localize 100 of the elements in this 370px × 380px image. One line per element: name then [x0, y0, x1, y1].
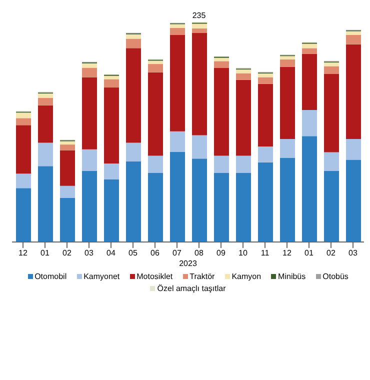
- bar: [170, 152, 185, 242]
- bar: [104, 76, 119, 80]
- legend-label: Kamyonet: [82, 272, 120, 281]
- bar: [302, 48, 317, 54]
- bar: [214, 61, 229, 68]
- bar: [192, 135, 207, 159]
- bar: [170, 24, 185, 28]
- bar: [192, 33, 207, 136]
- bar: [346, 31, 361, 35]
- bar: [324, 62, 339, 66]
- bar: [104, 163, 119, 180]
- bar: [192, 24, 207, 28]
- bar: [126, 142, 141, 162]
- legend-label: Traktör: [188, 272, 215, 281]
- bar: [192, 28, 207, 33]
- bar: [16, 118, 31, 126]
- bar: [148, 60, 163, 64]
- bar: [126, 161, 141, 242]
- bar: [346, 139, 361, 160]
- bar: [16, 112, 31, 118]
- bar: [324, 74, 339, 152]
- bar: [82, 68, 97, 78]
- bar: [280, 158, 295, 242]
- legend-label: Otomobil: [34, 272, 67, 281]
- bar: [126, 48, 141, 143]
- bar: [258, 84, 273, 147]
- bar: [38, 94, 53, 98]
- bar: [346, 160, 361, 242]
- bar: [104, 88, 119, 164]
- bar: [324, 66, 339, 74]
- legend-label: Kamyon: [230, 272, 262, 281]
- bar: [302, 54, 317, 110]
- bar: [38, 166, 53, 242]
- bar: [236, 73, 251, 80]
- x-tick-label: 03: [84, 248, 94, 258]
- bar: [324, 152, 339, 171]
- bar: [38, 98, 53, 106]
- bar: [258, 77, 273, 84]
- bar: [302, 44, 317, 48]
- x-tick-label: 05: [128, 248, 138, 258]
- bar: [192, 158, 207, 242]
- text: 2023: [178, 259, 198, 268]
- bar: [214, 156, 229, 173]
- bar: [258, 73, 273, 78]
- x-tick-label: 02: [326, 248, 336, 258]
- bar: [104, 79, 119, 88]
- bar: [38, 105, 53, 143]
- x-tick-label: 09: [216, 248, 226, 258]
- bar: [280, 66, 295, 140]
- bar: [148, 172, 163, 242]
- x-tick-label: 07: [172, 248, 182, 258]
- bar: [16, 188, 31, 242]
- bar: [324, 170, 339, 242]
- bar: [60, 144, 75, 150]
- bar: [214, 58, 229, 62]
- bar: [148, 156, 163, 173]
- bar: [38, 142, 53, 166]
- legend-label: Motosiklet: [136, 272, 173, 281]
- bar: [214, 172, 229, 242]
- legend-label: Özel amaçlı taşıtlar: [156, 284, 226, 293]
- x-tick-label: 06: [150, 248, 160, 258]
- bar: [60, 198, 75, 242]
- x-tick-label: 01: [40, 248, 50, 258]
- bar: [258, 162, 273, 242]
- x-tick-label: 08: [194, 248, 204, 258]
- bar: [280, 139, 295, 158]
- bar: [60, 150, 75, 186]
- bar: [148, 72, 163, 156]
- x-tick-label: 03: [348, 248, 358, 258]
- x-tick-label: 10: [238, 248, 248, 258]
- x-tick-label: 12: [282, 248, 292, 258]
- bar: [126, 38, 141, 48]
- bar: [60, 141, 75, 145]
- bar: [236, 172, 251, 242]
- x-tick-label: 04: [106, 248, 116, 258]
- bar: [346, 44, 361, 140]
- bar: [302, 136, 317, 242]
- bar: [60, 186, 75, 198]
- bar: [126, 34, 141, 39]
- x-tick-label: 11: [260, 248, 270, 258]
- bar: [104, 179, 119, 242]
- bar: [82, 170, 97, 242]
- bar: [302, 110, 317, 136]
- bar: [82, 149, 97, 171]
- bar: [82, 77, 97, 150]
- bar: [170, 28, 185, 35]
- bar: [82, 63, 97, 68]
- x-tick-label: 01: [304, 248, 314, 258]
- bar: [16, 125, 31, 174]
- bar: [16, 174, 31, 188]
- bar: [236, 156, 251, 173]
- legend-label: Minibüs: [277, 272, 306, 281]
- bar: [236, 70, 251, 74]
- bar: [280, 56, 295, 60]
- bar: [346, 34, 361, 44]
- bar: [170, 34, 185, 132]
- bar: [280, 59, 295, 67]
- legend-label: Otobüs: [322, 272, 348, 281]
- x-tick-label: 02: [62, 248, 72, 258]
- bar: [148, 64, 163, 72]
